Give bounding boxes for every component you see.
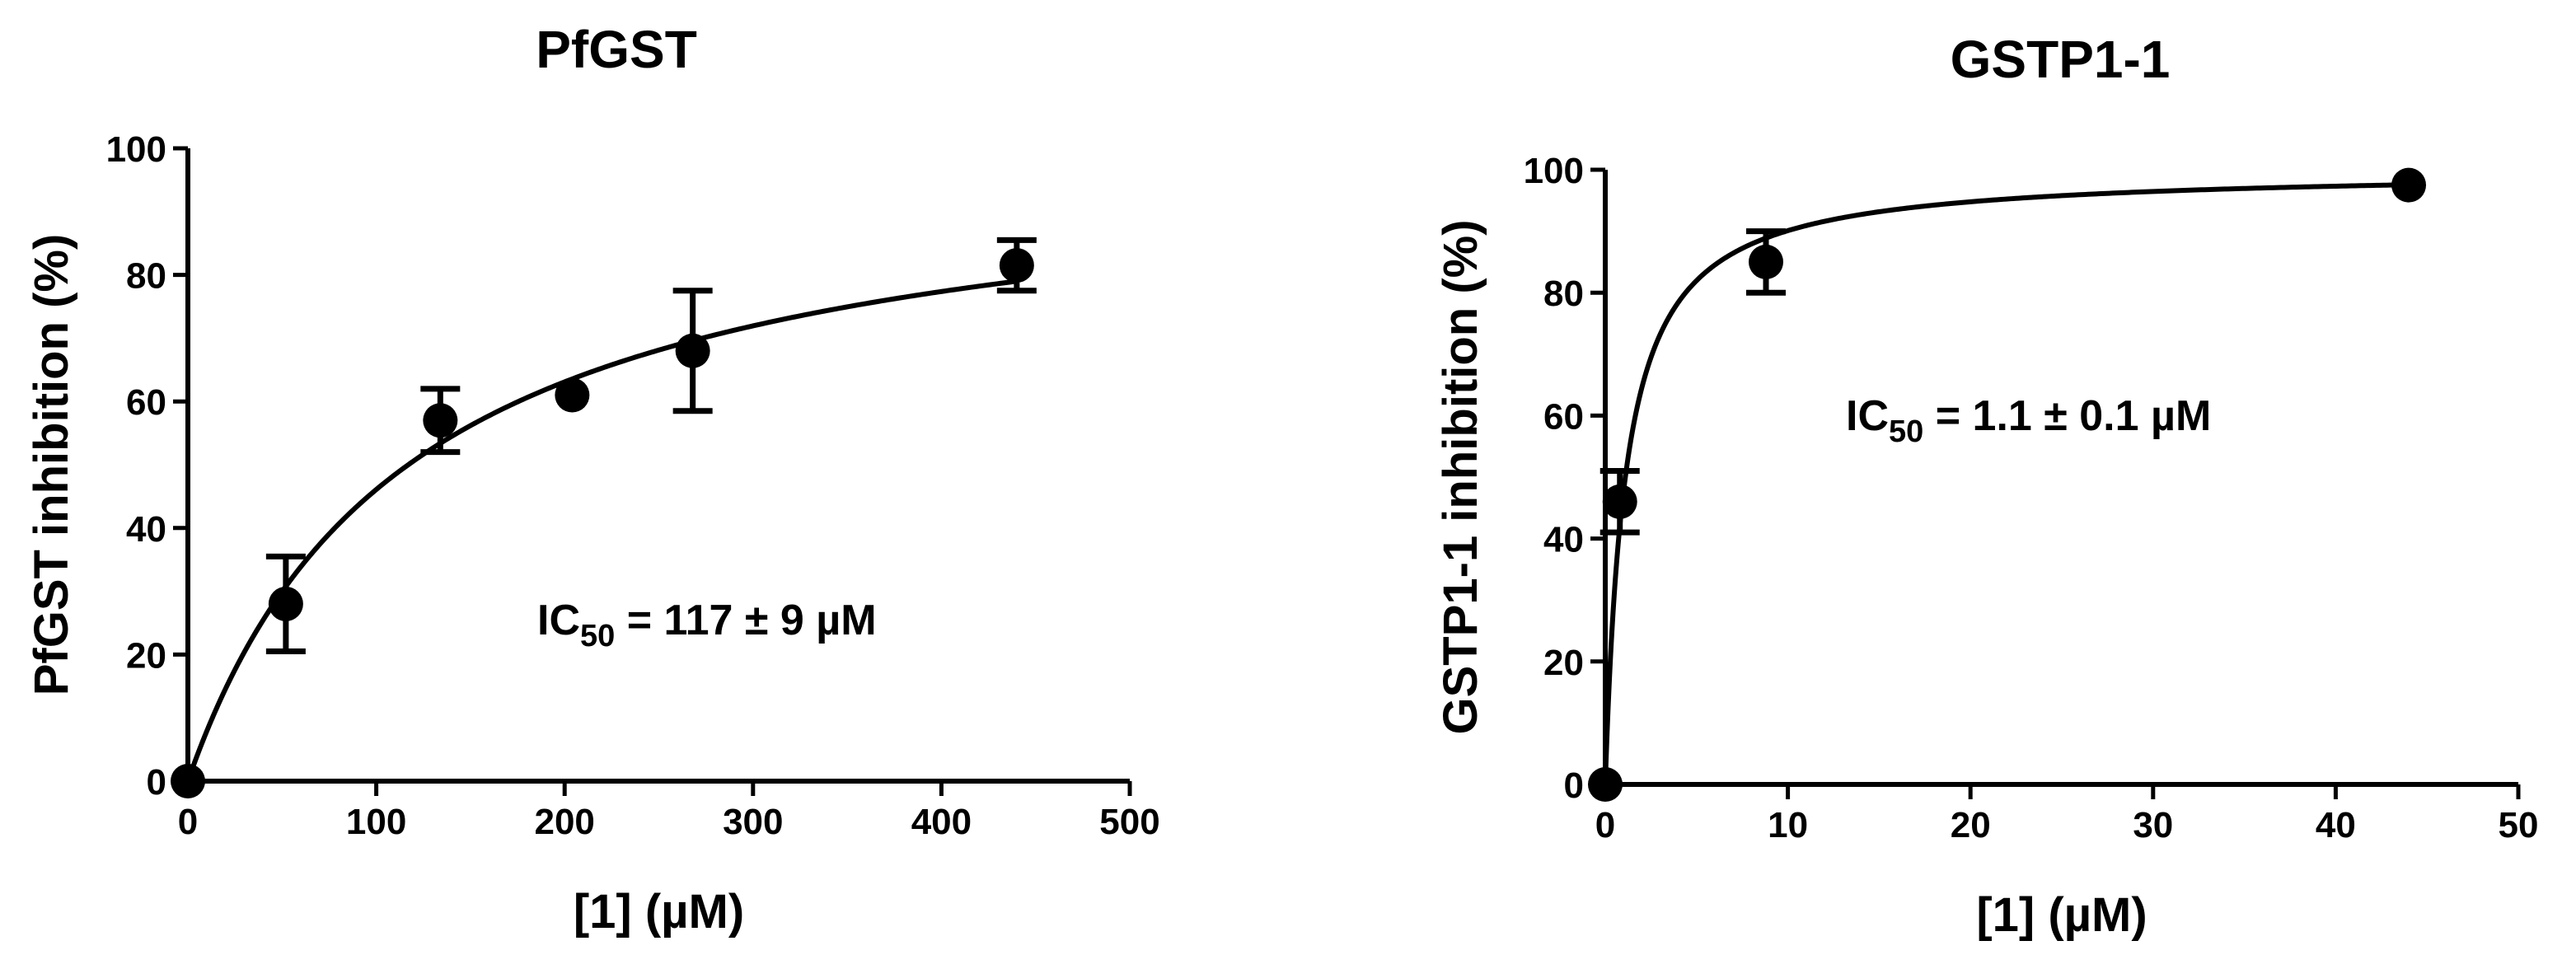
y-tick-label: 80 (1543, 274, 1584, 314)
x-tick-label: 200 (534, 802, 594, 842)
fit-curve (185, 279, 1018, 782)
x-tick-label: 10 (1768, 805, 1808, 845)
x-tick-label: 50 (2499, 805, 2539, 845)
fit-curve (1603, 182, 2410, 785)
x-tick-label: 500 (1099, 802, 1159, 842)
y-tick-label: 40 (126, 509, 166, 550)
x-tick-label: 100 (346, 802, 406, 842)
y-tick-label: 60 (1543, 396, 1584, 437)
x-tick-label: 300 (723, 802, 783, 842)
y-tick-label: 20 (1543, 643, 1584, 683)
data-point (2391, 167, 2427, 203)
data-point (268, 586, 303, 621)
x-tick-label: 0 (1595, 805, 1615, 845)
y-tick-label: 0 (1564, 765, 1584, 806)
data-point (999, 248, 1034, 283)
chart-pfgst: PfGST 0 100 200 300 400 500 0 20 40 60 80 100 [1] (µM… (25, 20, 1160, 939)
chart-gstp1-1: GSTP1-1 0 10 20 30 40 50 0 20 40 60 80 100 [1] (µM) GS… (1434, 30, 2538, 942)
data-point (1588, 767, 1623, 802)
y-tick-label: 20 (126, 635, 166, 676)
y-tick-label: 60 (126, 382, 166, 423)
y-tick-label: 100 (1524, 151, 1584, 191)
chart-title: GSTP1-1 (1951, 30, 2171, 89)
ic50-annotation: IC50 = 1.1 ± 0.1 µM (1846, 392, 2211, 449)
x-tick-label: 400 (911, 802, 972, 842)
data-point (423, 403, 458, 438)
y-axis-label: GSTP1-1 inhibition (%) (1434, 219, 1487, 734)
x-tick-label: 20 (1951, 805, 1991, 845)
x-tick-label: 0 (178, 802, 198, 842)
chart-title: PfGST (536, 20, 697, 79)
x-axis-label: [1] (µM) (574, 885, 744, 939)
data-point (1602, 484, 1637, 519)
data-point (555, 377, 590, 413)
x-tick-label: 40 (2316, 805, 2356, 845)
data-point (1749, 244, 1784, 279)
data-point (171, 764, 205, 798)
y-tick-label: 40 (1543, 520, 1584, 560)
ic50-annotation: IC50 = 117 ± 9 µM (537, 597, 877, 653)
data-point (675, 333, 710, 368)
y-axis-label: PfGST inhibition (%) (25, 234, 78, 696)
x-tick-label: 30 (2133, 805, 2173, 845)
y-tick-label: 0 (147, 762, 166, 803)
x-axis-label: [1] (µM) (1976, 888, 2147, 942)
y-tick-label: 100 (106, 129, 166, 170)
y-tick-label: 80 (126, 256, 166, 297)
